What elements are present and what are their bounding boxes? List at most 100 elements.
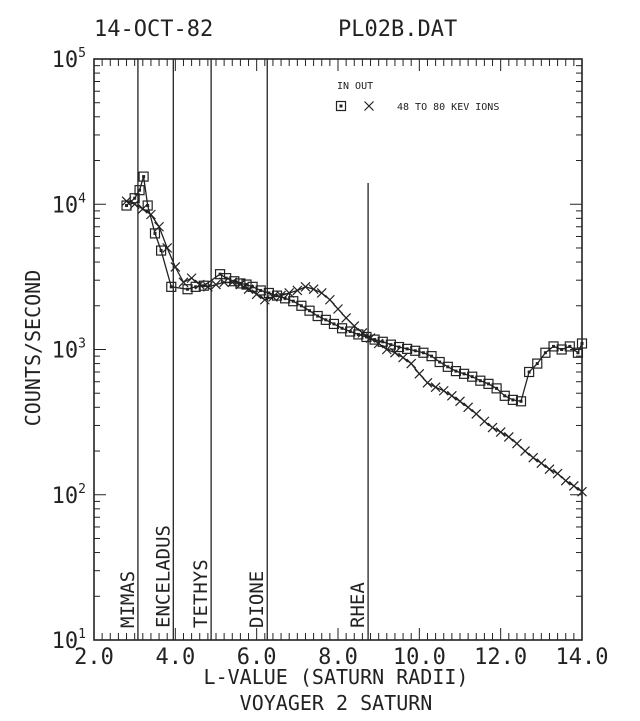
data-point-square-dot xyxy=(224,276,228,280)
data-point-x xyxy=(357,328,368,338)
y-tick-label: 105 xyxy=(52,46,86,73)
data-point-x xyxy=(243,284,254,295)
data-point-x xyxy=(568,481,579,491)
data-point-x xyxy=(544,464,555,475)
data-point-square xyxy=(149,228,161,239)
data-point-square xyxy=(491,383,502,394)
data-point-x xyxy=(438,385,449,396)
data-point-square xyxy=(142,200,153,211)
legend: IN OUT 48 TO 80 KEV IONS xyxy=(335,81,499,113)
data-point-x xyxy=(398,352,408,363)
data-point-x xyxy=(162,243,173,253)
data-point-square-dot xyxy=(275,294,279,298)
data-point-x xyxy=(520,446,530,456)
data-point-square xyxy=(507,394,518,405)
data-point-square xyxy=(458,368,470,379)
data-point-square xyxy=(345,326,356,337)
data-point-square-dot xyxy=(324,318,328,322)
data-point-square xyxy=(450,366,462,377)
data-point-square-dot xyxy=(543,351,547,355)
data-point-square-dot xyxy=(454,369,458,373)
chart-filename: PL02B.DAT xyxy=(338,17,457,42)
data-point-x xyxy=(259,294,270,305)
axis-tick-labels: 2.0 4.0 6.0 8.0 10.0 12.0 14.0 101 102 103 104 105 xyxy=(52,46,609,670)
data-point-square xyxy=(426,351,437,362)
x-tick-label: 8.0 xyxy=(318,645,358,670)
data-point-square-dot xyxy=(159,249,163,253)
data-point-x xyxy=(268,292,278,302)
data-point-x xyxy=(536,458,547,469)
data-point-square-dot xyxy=(580,341,584,345)
data-point-square xyxy=(532,358,543,369)
moon-lines: MIMAS ENCELADUS TETHYS DIONE RHEA xyxy=(117,59,369,640)
legend-header: IN OUT xyxy=(337,81,373,92)
y-axis-title: COUNTS/SECOND xyxy=(21,270,45,427)
y-tick-label: 101 xyxy=(52,627,86,654)
data-point-square xyxy=(229,276,240,287)
data-point-x xyxy=(552,468,563,479)
moon-label: ENCELADUS xyxy=(152,525,174,628)
data-point-square-dot xyxy=(486,382,490,386)
series-line xyxy=(126,200,583,493)
series-line xyxy=(126,176,583,403)
data-point-square-dot xyxy=(356,332,360,336)
data-point-square-dot xyxy=(438,360,442,364)
data-point-square-dot xyxy=(339,104,343,108)
data-point-square xyxy=(263,287,274,299)
data-point-square-dot xyxy=(340,326,344,330)
data-point-square-dot xyxy=(535,362,539,366)
data-point-square-dot xyxy=(316,314,320,318)
data-point-x xyxy=(512,438,522,449)
data-point-square-dot xyxy=(348,330,352,334)
data-point-square-dot xyxy=(495,386,499,390)
data-point-x xyxy=(308,284,319,295)
data-point-x xyxy=(170,262,181,272)
data-point-square-dot xyxy=(527,370,531,374)
data-point-x xyxy=(178,277,189,288)
data-point-square xyxy=(393,341,405,353)
data-point-square-dot xyxy=(194,285,198,289)
data-point-square xyxy=(156,245,167,256)
data-point-square-dot xyxy=(478,379,482,383)
data-point-square-dot xyxy=(552,344,556,348)
x-tick-label: 2.0 xyxy=(74,645,114,670)
data-point-square-dot xyxy=(576,351,580,355)
data-point-square-dot xyxy=(238,281,242,285)
data-point-square-dot xyxy=(138,188,142,192)
data-point-square-dot xyxy=(251,285,255,289)
chart-date: 14-OCT-82 xyxy=(94,17,213,42)
data-point-square-dot xyxy=(146,204,150,208)
data-point-x xyxy=(365,333,376,343)
data-point-square-dot xyxy=(430,354,434,358)
data-point-square xyxy=(475,375,486,386)
data-point-x xyxy=(471,409,482,419)
data-point-square-dot xyxy=(381,340,385,344)
data-point-x xyxy=(455,396,465,407)
data-point-square xyxy=(166,281,177,292)
data-point-x xyxy=(137,203,148,214)
data-point-square-dot xyxy=(169,285,173,289)
data-point-square-dot xyxy=(218,272,222,276)
data-point-square xyxy=(369,334,380,345)
data-point-square-dot xyxy=(125,204,129,208)
data-point-square-dot xyxy=(153,231,157,235)
series-in xyxy=(121,171,588,407)
data-point-square xyxy=(556,344,567,355)
data-point-square-dot xyxy=(511,398,515,402)
data-point-square-dot xyxy=(560,348,564,351)
data-point-x xyxy=(333,304,343,314)
data-point-x xyxy=(284,288,295,298)
y-tick-label: 103 xyxy=(52,337,86,364)
y-tick-label: 102 xyxy=(52,482,86,509)
data-point-x xyxy=(219,277,230,288)
x-tick-label: 6.0 xyxy=(237,645,277,670)
data-point-x xyxy=(121,196,132,207)
data-point-x xyxy=(528,452,539,463)
data-point-x xyxy=(577,486,587,497)
data-point-square-dot xyxy=(186,287,190,291)
data-point-square-dot xyxy=(245,283,248,287)
series-out xyxy=(121,196,587,497)
data-point-square xyxy=(335,100,347,112)
data-point-square xyxy=(410,345,421,356)
